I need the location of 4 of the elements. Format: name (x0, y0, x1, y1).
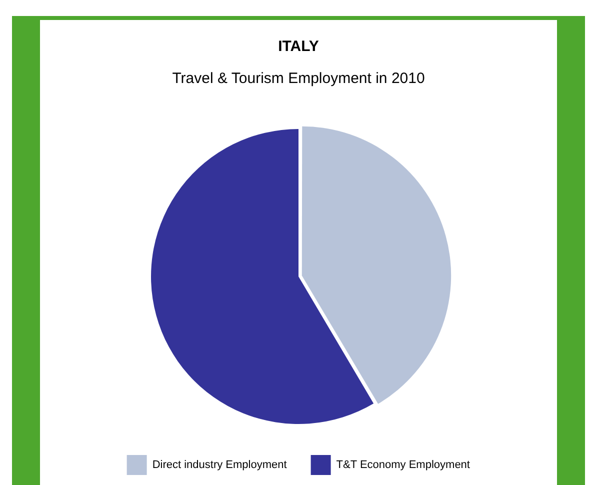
chart-title: ITALY (278, 38, 319, 56)
legend-label: T&T Economy Employment (336, 459, 470, 472)
chart-subtitle: Travel & Tourism Employment in 2010 (172, 70, 425, 88)
legend-label: Direct industry Employment (152, 459, 287, 472)
